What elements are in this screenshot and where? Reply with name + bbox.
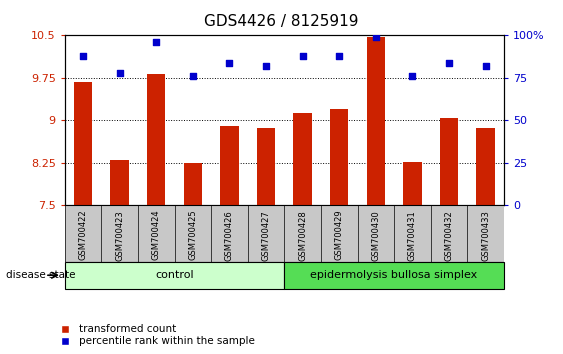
Text: GSM700424: GSM700424 xyxy=(152,210,160,261)
Bar xyxy=(403,162,422,205)
Text: GSM700428: GSM700428 xyxy=(298,210,307,261)
Bar xyxy=(220,126,239,205)
Point xyxy=(372,34,381,40)
Point xyxy=(115,70,124,76)
Text: GSM700429: GSM700429 xyxy=(335,210,343,261)
Text: GDS4426 / 8125919: GDS4426 / 8125919 xyxy=(204,14,359,29)
Bar xyxy=(367,37,385,205)
Point xyxy=(79,53,88,59)
Point xyxy=(261,63,270,69)
Bar xyxy=(284,262,504,289)
Text: GSM700423: GSM700423 xyxy=(115,210,124,261)
Bar xyxy=(293,113,312,205)
Bar xyxy=(65,262,284,289)
Text: GSM700425: GSM700425 xyxy=(189,210,197,261)
Text: GSM700431: GSM700431 xyxy=(408,210,417,261)
Bar xyxy=(330,109,348,205)
Text: GSM700430: GSM700430 xyxy=(372,210,380,261)
Text: GSM700432: GSM700432 xyxy=(445,210,453,261)
Point xyxy=(408,73,417,79)
Bar xyxy=(476,128,495,205)
Point xyxy=(225,60,234,65)
Text: GSM700427: GSM700427 xyxy=(262,210,270,261)
Text: epidermolysis bullosa simplex: epidermolysis bullosa simplex xyxy=(310,270,478,280)
Text: GSM700433: GSM700433 xyxy=(481,210,490,261)
Point xyxy=(152,39,161,45)
Point xyxy=(188,73,197,79)
Bar xyxy=(184,163,202,205)
Text: disease state: disease state xyxy=(6,270,75,280)
Point xyxy=(298,53,307,59)
Point xyxy=(334,53,343,59)
Point xyxy=(481,63,490,69)
Bar xyxy=(110,160,129,205)
Point xyxy=(445,60,454,65)
Legend: transformed count, percentile rank within the sample: transformed count, percentile rank withi… xyxy=(51,320,259,350)
Bar xyxy=(257,128,275,205)
Text: control: control xyxy=(155,270,194,280)
Text: GSM700422: GSM700422 xyxy=(79,210,87,261)
Bar xyxy=(74,82,92,205)
Bar xyxy=(147,74,166,205)
Bar xyxy=(440,118,458,205)
Text: GSM700426: GSM700426 xyxy=(225,210,234,261)
